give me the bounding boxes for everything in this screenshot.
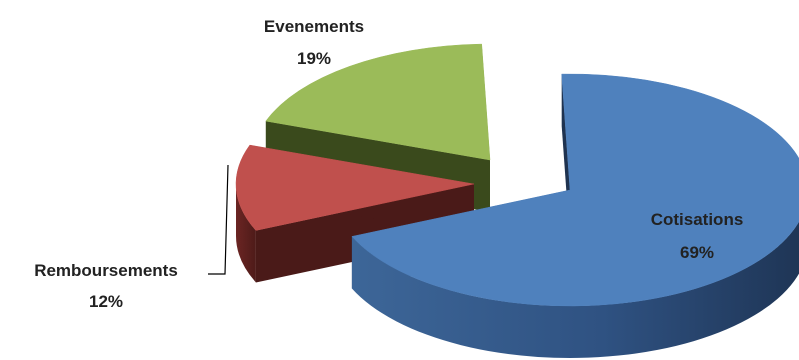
slice-label-remboursements-name: Remboursements — [34, 261, 178, 280]
slice-label-evenements-name: Evenements — [264, 17, 364, 36]
slice-top-evenements — [265, 43, 491, 161]
slice-side-remboursements — [236, 184, 256, 283]
leader-line-remboursements — [208, 164, 229, 275]
slice-side-cotisations — [351, 221, 799, 358]
pie-slices — [235, 43, 799, 358]
slice-label-cotisations-percent: 69% — [680, 243, 714, 262]
slice-label-remboursements-percent: 12% — [89, 292, 123, 311]
pie-labels: Evenements 19% Cotisations 69% Rembourse… — [34, 17, 743, 311]
slice-top-remboursements — [235, 144, 475, 231]
slice-top-cotisations — [351, 73, 799, 307]
slice-label-evenements-percent: 19% — [297, 49, 331, 68]
slice-label-cotisations-name: Cotisations — [651, 210, 744, 229]
